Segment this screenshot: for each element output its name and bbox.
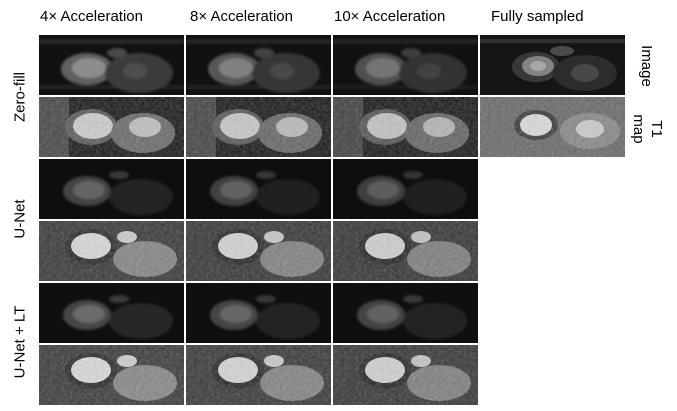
side-label-image: Image xyxy=(638,45,655,87)
unet-t1-map-10x xyxy=(333,221,478,281)
zero-fill-image-4x xyxy=(39,35,184,95)
zero-fill-image-8x xyxy=(186,35,331,95)
side-label-map: map xyxy=(630,114,647,144)
column-header-4x: 4× Acceleration xyxy=(40,8,143,25)
zero-fill-t1-map-8x xyxy=(186,97,331,157)
unet-lt-image-8x xyxy=(186,283,331,343)
column-header-10x: 10× Acceleration xyxy=(334,8,446,25)
column-header-8x: 8× Acceleration xyxy=(190,8,293,25)
zero-fill-image-10x xyxy=(333,35,478,95)
row-label-unet-lt: U-Net + LT xyxy=(11,305,29,379)
row-label-zero-fill: Zero-fill xyxy=(11,71,29,123)
fully-sampled-image xyxy=(480,35,625,95)
unet-lt-t1-map-4x xyxy=(39,345,184,405)
unet-image-8x xyxy=(186,159,331,219)
unet-lt-t1-map-8x xyxy=(186,345,331,405)
row-label-unet: U-Net xyxy=(11,199,29,239)
unet-lt-t1-map-10x xyxy=(333,345,478,405)
unet-image-10x xyxy=(333,159,478,219)
fully-sampled-t1-map xyxy=(480,97,625,157)
column-header-fully-sampled: Fully sampled xyxy=(491,8,584,25)
unet-image-4x xyxy=(39,159,184,219)
unet-t1-map-4x xyxy=(39,221,184,281)
zero-fill-t1-map-10x xyxy=(333,97,478,157)
unet-lt-image-4x xyxy=(39,283,184,343)
side-label-t1: T1 xyxy=(648,120,665,138)
zero-fill-t1-map-4x xyxy=(39,97,184,157)
unet-lt-image-10x xyxy=(333,283,478,343)
unet-t1-map-8x xyxy=(186,221,331,281)
